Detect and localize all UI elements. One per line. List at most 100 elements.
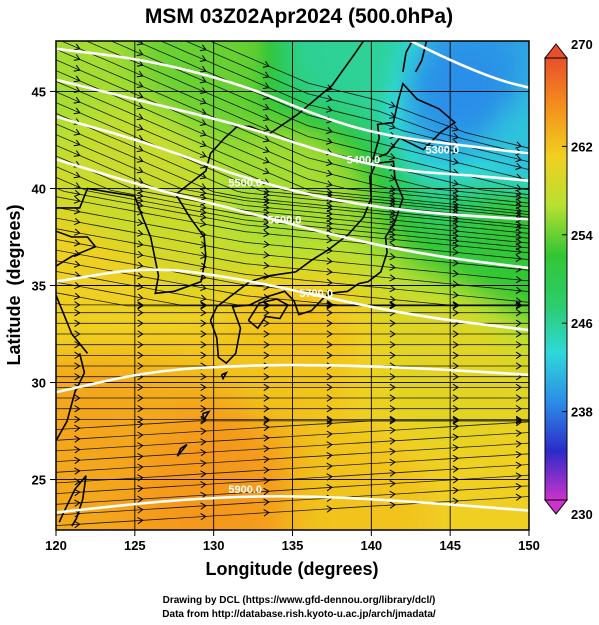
wind-arrow (389, 415, 396, 424)
heat-cell (166, 207, 184, 225)
heat-cell (513, 347, 529, 365)
heat-cell (276, 41, 294, 54)
heat-cell (371, 518, 389, 530)
heat-cell (182, 41, 199, 54)
heat-cell (403, 534, 420, 551)
heat-cell (260, 68, 278, 85)
wind-arrow (326, 180, 333, 188)
heat-cell (276, 192, 294, 209)
wind-arrow (452, 132, 460, 140)
wind-arrow (74, 456, 81, 465)
y-tick-label: 40 (32, 181, 46, 196)
heat-cell (529, 146, 546, 163)
heat-cell (339, 409, 357, 427)
heat-cell (387, 409, 404, 427)
heat-cell (466, 6, 483, 23)
wind-arrow (200, 481, 207, 489)
heat-cell (260, 99, 278, 116)
wind-arrow (200, 319, 207, 328)
wind-arrow (263, 351, 270, 360)
heat-cell (324, 41, 341, 54)
heat-cell (481, 487, 499, 504)
wind-arrow (452, 422, 460, 431)
heat-cell (339, 176, 357, 194)
wind-arrow (452, 269, 460, 278)
heat-cell (308, 238, 326, 256)
wind-arrow (515, 461, 523, 469)
wind-arrow (200, 427, 207, 436)
heat-cell (260, 363, 278, 380)
footer-credit-data: Data from http://database.rish.kyoto-u.a… (162, 609, 436, 620)
wind-arrow (326, 417, 333, 425)
wind-arrow (326, 214, 333, 222)
heat-cell (134, 487, 152, 504)
wind-arrow (200, 438, 207, 446)
heat-cell (450, 502, 467, 520)
wind-arrow (262, 71, 270, 79)
heat-cell (355, 41, 373, 54)
wind-arrow (263, 195, 270, 204)
heat-cell (481, 332, 499, 349)
heat-cell (119, 285, 136, 303)
colorbar-tick-label: 270 (571, 37, 593, 52)
heat-cell (87, 192, 105, 209)
heat-cell (481, 471, 499, 489)
heat-cell (260, 440, 278, 458)
heat-cell (465, 41, 483, 54)
heat-cell (229, 518, 247, 530)
colorbar-tick-label: 246 (571, 316, 593, 331)
heat-cell (497, 471, 515, 489)
wind-arrow (199, 129, 207, 137)
heat-cell (103, 425, 121, 442)
heat-cell (134, 301, 152, 318)
heat-cell (182, 456, 199, 473)
heat-cell (56, 41, 57, 54)
streamline (56, 70, 529, 208)
wind-arrow (515, 141, 522, 149)
heat-cell (497, 52, 515, 70)
heat-cell (418, 269, 436, 287)
heat-cell (260, 502, 278, 520)
heat-cell (71, 207, 89, 225)
wind-arrow (263, 330, 270, 338)
wind-arrow (515, 482, 523, 491)
heat-cell (355, 285, 373, 303)
heat-cell (260, 301, 278, 318)
heat-cell (166, 301, 184, 318)
heat-cell (371, 440, 389, 458)
heat-cell (292, 471, 310, 489)
heat-cell (245, 161, 262, 178)
heat-cell (56, 145, 57, 163)
heat-cell (103, 316, 121, 334)
wind-arrow (452, 394, 460, 402)
heat-cell (56, 409, 57, 427)
heat-cell (103, 409, 121, 427)
heat-cell (213, 456, 231, 473)
heat-cell (355, 502, 373, 520)
x-tick-label: 145 (439, 538, 461, 553)
heat-cell (150, 502, 168, 520)
heat-cell (465, 254, 483, 271)
wind-arrow (263, 434, 270, 442)
heat-cell (481, 347, 499, 365)
heat-cell (324, 502, 341, 520)
heat-cell (513, 130, 529, 147)
wind-arrow (452, 341, 460, 349)
heat-cell (481, 425, 499, 442)
heat-cell (197, 440, 215, 458)
coastline (247, 298, 289, 330)
heat-cell (197, 363, 215, 380)
wind-arrow (199, 65, 207, 73)
heat-cell (87, 440, 105, 458)
wind-arrow (200, 470, 207, 478)
heat-cell (529, 317, 546, 334)
heat-cell (245, 378, 262, 396)
wind-arrow (515, 362, 523, 370)
heat-cell (450, 471, 467, 489)
heat-cell (497, 207, 515, 225)
heat-cell (245, 332, 262, 349)
wind-arrow (515, 209, 523, 217)
heat-cell (56, 285, 73, 303)
wind-arrow (452, 280, 460, 288)
heat-cell (213, 518, 231, 530)
